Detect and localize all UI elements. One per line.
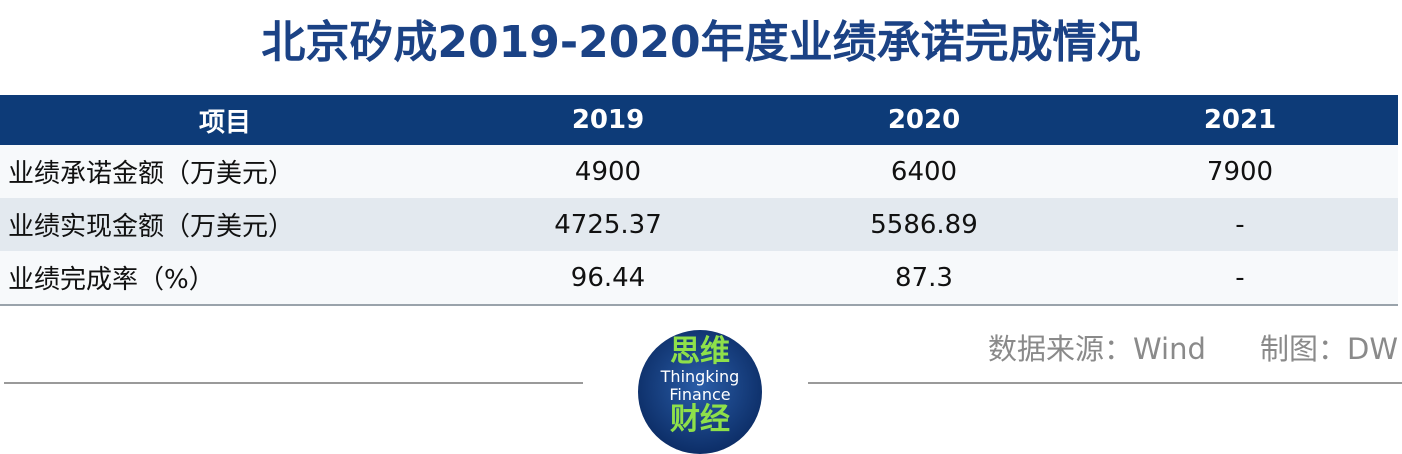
cell: 87.3 — [766, 251, 1082, 306]
cell: - — [1082, 251, 1398, 306]
title: 北京矽成2019-2020年度业绩承诺完成情况 — [261, 17, 1141, 68]
cell: 5586.89 — [766, 198, 1082, 251]
cell: - — [1082, 198, 1398, 251]
column-header: 2021 — [1082, 95, 1398, 145]
cell: 7900 — [1082, 145, 1398, 198]
source: 数据来源：Wind — [988, 332, 1206, 366]
column-header: 2019 — [450, 95, 766, 145]
row-label: 业绩实现金额（万美元） — [0, 198, 450, 251]
row-label: 业绩完成率（%） — [0, 251, 450, 306]
table-body: 业绩承诺金额（万美元） 4900 6400 7900 业绩实现金额（万美元） 4725.3… — [0, 145, 1398, 306]
cell: 4725.37 — [450, 198, 766, 251]
credit: 制图：DW — [1260, 332, 1399, 366]
logo: 思维 Thingking Finance 财经 — [638, 330, 762, 454]
logo-text: 财经 — [670, 402, 730, 437]
row-label: 业绩承诺金额（万美元） — [0, 145, 450, 198]
logo-text: 思维 — [670, 334, 730, 369]
header-row: 项目 2019 2020 2021 — [0, 95, 1398, 145]
column-header: 2020 — [766, 95, 1082, 145]
cell: 4900 — [450, 145, 766, 198]
table-row: 业绩承诺金额（万美元） 4900 6400 7900 — [0, 145, 1398, 198]
divider — [4, 382, 583, 384]
logo-text: Finance — [669, 385, 731, 404]
cell: 96.44 — [450, 251, 766, 306]
logo-text: Thingking — [660, 367, 740, 386]
table: 项目 2019 2020 2021 业绩承诺金额（万美元） 4900 6400 7900 业绩… — [0, 95, 1398, 306]
column-header: 项目 — [0, 95, 450, 145]
cell: 6400 — [766, 145, 1082, 198]
divider — [808, 382, 1402, 384]
table-row: 业绩实现金额（万美元） 4725.37 5586.89- — [0, 198, 1398, 251]
table-row: 业绩完成率（%） 96.44 87.3- — [0, 251, 1398, 306]
